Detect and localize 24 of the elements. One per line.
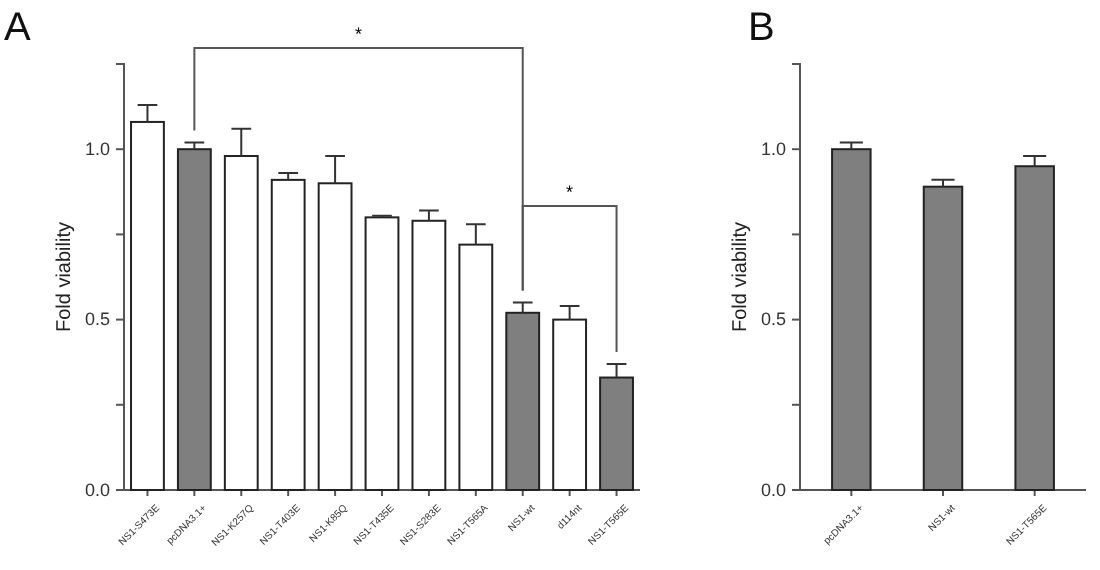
text: * bbox=[355, 24, 364, 44]
bar bbox=[317, 182, 353, 491]
chart-title: B bbox=[748, 6, 775, 50]
y-axis-title: Fold viability bbox=[54, 221, 76, 333]
bar bbox=[922, 185, 964, 491]
bar bbox=[831, 148, 872, 491]
bar bbox=[176, 148, 212, 491]
bar bbox=[1014, 165, 1055, 491]
bar bbox=[364, 216, 400, 491]
y-tick-label: 0.5 bbox=[84, 309, 110, 330]
annotation: * bbox=[566, 182, 575, 202]
y-tick-label: 0.5 bbox=[760, 309, 786, 330]
bar bbox=[130, 120, 165, 491]
bar bbox=[411, 219, 447, 491]
bar bbox=[270, 178, 306, 491]
y-tick-label: 1.0 bbox=[760, 138, 786, 159]
bar bbox=[223, 155, 259, 491]
y-tick-label: 0.0 bbox=[760, 479, 786, 500]
y-tick-label: 1.0 bbox=[84, 138, 110, 159]
y-axis-title: Fold viability bbox=[730, 221, 752, 333]
bar bbox=[599, 376, 634, 491]
y-tick-label: 0.0 bbox=[84, 479, 110, 500]
bar bbox=[458, 243, 494, 491]
chart-title: A bbox=[4, 6, 32, 50]
